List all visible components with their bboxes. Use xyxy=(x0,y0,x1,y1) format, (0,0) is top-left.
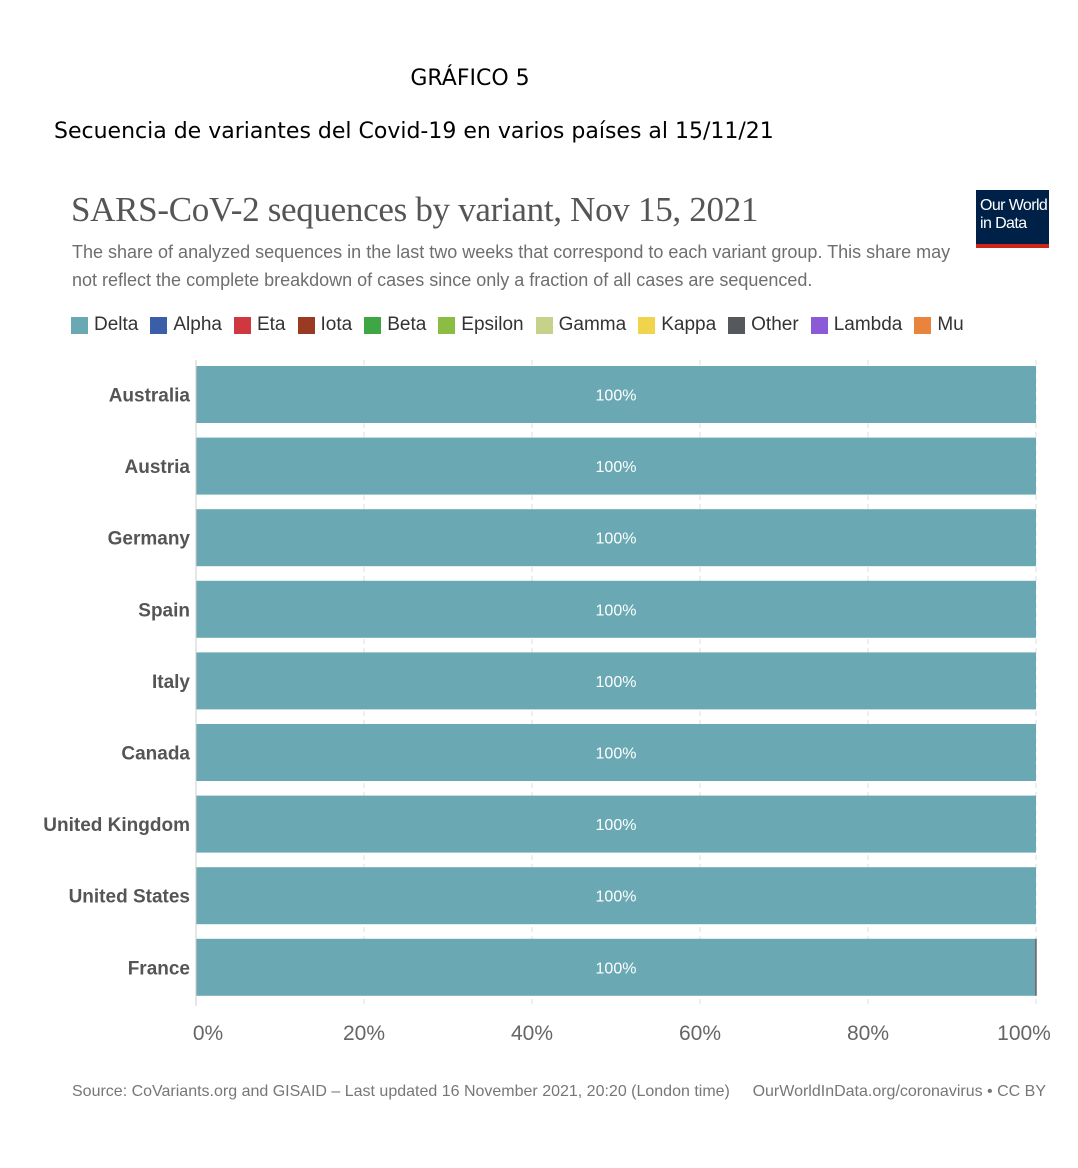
bar-delta xyxy=(196,652,1036,710)
document-subheading: Secuencia de variantes del Covid-19 en v… xyxy=(54,119,774,144)
x-tick-label: 0% xyxy=(193,1022,223,1045)
legend-label: Kappa xyxy=(661,314,717,335)
data-label: 100% xyxy=(596,817,637,834)
legend-item-alpha[interactable]: Alpha xyxy=(150,314,222,336)
legend-swatch xyxy=(535,316,553,334)
category-label: Germany xyxy=(108,529,191,550)
data-label: 100% xyxy=(596,459,637,476)
legend-item-iota[interactable]: Iota xyxy=(297,314,353,336)
chart-legend: Delta Alpha Eta Iota Beta Epsilon Gamma Kappa Ot… xyxy=(71,314,976,336)
legend-swatch xyxy=(438,316,456,334)
bar-delta xyxy=(196,938,1036,996)
legend-label: Epsilon xyxy=(461,314,524,335)
data-label: 100% xyxy=(596,674,637,691)
logo-line-1: Our World xyxy=(980,197,1048,214)
data-label: 100% xyxy=(596,960,637,977)
legend-item-eta[interactable]: Eta xyxy=(233,314,286,336)
category-label: Spain xyxy=(138,600,190,621)
legend-item-delta[interactable]: Delta xyxy=(71,314,138,336)
chart-subtitle: The share of analyzed sequences in the l… xyxy=(72,242,951,290)
logo-line-2: in Data xyxy=(980,215,1027,232)
category-label: United States xyxy=(69,887,190,908)
document-heading: GRÁFICO 5 xyxy=(410,66,530,91)
legend-item-other[interactable]: Other xyxy=(728,314,799,336)
category-label: France xyxy=(128,958,190,979)
data-label: 100% xyxy=(596,388,637,405)
legend-label: Eta xyxy=(256,314,286,335)
legend-item-gamma[interactable]: Gamma xyxy=(535,314,627,336)
legend-label: Alpha xyxy=(173,314,222,335)
legend-label: Gamma xyxy=(558,314,627,335)
x-tick-label: 80% xyxy=(847,1022,889,1045)
bar-delta xyxy=(196,580,1036,638)
category-label: Austria xyxy=(125,457,191,478)
legend-label: Mu xyxy=(937,314,964,335)
legend-swatch xyxy=(810,316,828,334)
legend-swatch xyxy=(233,316,251,334)
x-tick-label: 20% xyxy=(343,1022,385,1045)
legend-label: Delta xyxy=(94,314,139,335)
source-note: Source: CoVariants.org and GISAID – Last… xyxy=(72,1083,730,1100)
data-label: 100% xyxy=(596,746,637,763)
legend-swatch xyxy=(364,316,382,334)
legend-label: Iota xyxy=(320,314,353,335)
bar-delta xyxy=(196,795,1036,853)
category-label: Australia xyxy=(109,386,191,407)
data-label: 100% xyxy=(596,531,637,548)
category-label: Italy xyxy=(152,672,190,693)
legend-label: Lambda xyxy=(833,314,903,335)
bar-delta xyxy=(196,437,1036,495)
legend-swatch xyxy=(71,316,88,334)
legend-swatch xyxy=(728,316,746,334)
legend-item-kappa[interactable]: Kappa xyxy=(638,314,716,336)
legend-swatch xyxy=(297,316,315,334)
license-link[interactable]: OurWorldInData.org/coronavirus • CC BY xyxy=(752,1083,1046,1100)
owid-logo[interactable]: Our World in Data xyxy=(976,190,1049,248)
x-tick-label: 100% xyxy=(997,1022,1051,1045)
legend-item-epsilon[interactable]: Epsilon xyxy=(438,314,524,336)
data-label: 100% xyxy=(596,602,637,619)
chart-title: SARS-CoV-2 sequences by variant, Nov 15,… xyxy=(71,190,759,229)
bar-delta xyxy=(196,509,1036,567)
legend-item-lambda[interactable]: Lambda xyxy=(810,314,903,336)
x-tick-label: 60% xyxy=(679,1022,721,1045)
legend-label: Beta xyxy=(387,314,427,335)
category-label: Canada xyxy=(121,744,190,765)
bar-delta xyxy=(196,724,1036,781)
legend-swatch xyxy=(914,316,932,334)
bar-delta xyxy=(196,366,1036,423)
x-tick-label: 40% xyxy=(511,1022,553,1045)
legend-label: Other xyxy=(751,314,799,335)
bar-other xyxy=(1035,938,1037,996)
legend-swatch xyxy=(638,316,656,334)
data-label: 100% xyxy=(596,889,637,906)
bar-delta xyxy=(196,867,1036,925)
category-label: United Kingdom xyxy=(43,815,190,836)
legend-swatch xyxy=(150,316,168,334)
bar-chart: 0% 20% 40% 60% 80% 100% Australia 100% Austria 10… xyxy=(43,360,1051,1045)
legend-item-beta[interactable]: Beta xyxy=(364,314,426,336)
legend-item-mu[interactable]: Mu xyxy=(914,314,964,336)
